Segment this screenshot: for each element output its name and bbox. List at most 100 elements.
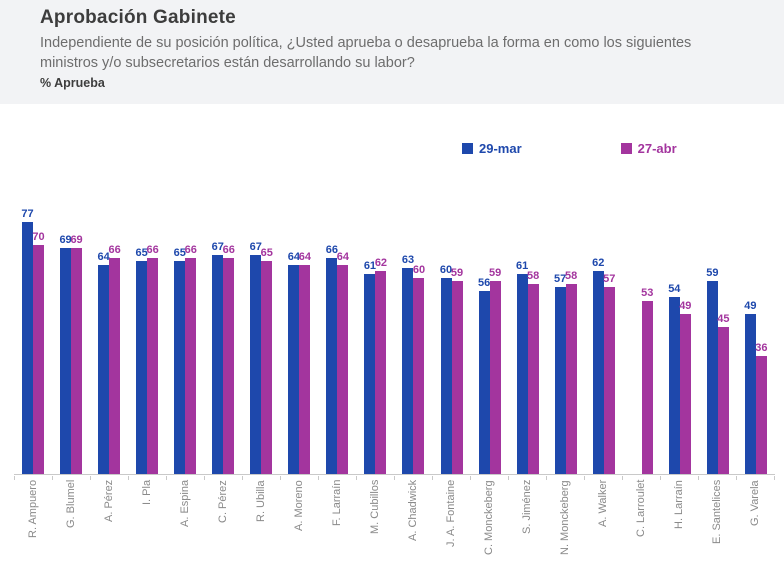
category-label: R. Ampuero (26, 480, 39, 539)
bar-group: 53 (623, 207, 661, 474)
category-label: E. Santelices (711, 480, 724, 545)
category-label: R. Ubilla (254, 480, 267, 522)
chart-legend: 29-mar 27-abr (462, 141, 677, 156)
bar-29-mar: 62 (592, 257, 604, 474)
bar-29-mar: 67 (250, 241, 262, 474)
x-axis-tick-cell: C. Monckeberg (471, 476, 510, 560)
x-axis-tick-cell: C. Larroulet (623, 476, 662, 560)
bar-29-mar: 61 (364, 260, 376, 474)
bar-group: 61 62 (356, 207, 394, 474)
bar-group: 54 49 (661, 207, 699, 474)
x-axis-tick-cell: A. Chadwick (394, 476, 434, 560)
bar-value-label: 66 (184, 244, 197, 256)
bar-27-abr: 58 (565, 270, 577, 474)
bar-27-abr: 49 (679, 300, 691, 474)
bar-group: 61 58 (509, 207, 547, 474)
x-axis-tick-cell: G. Blumel (52, 476, 91, 560)
bar-29-mar: 66 (326, 244, 338, 474)
bar-group: 64 64 (280, 207, 318, 474)
category-label: N. Monckeberg (559, 480, 572, 555)
bar-value-label: 62 (592, 257, 605, 269)
bar-27-abr: 45 (717, 313, 729, 474)
bar-27-abr: 66 (223, 244, 235, 474)
plot-area: 77 70 69 69 64 66 65 66 65 66 67 66 67 65 64 64 66 64 61 62… (14, 207, 775, 475)
legend-item-27abr: 27-abr (620, 141, 677, 156)
legend-label: 27-abr (637, 141, 677, 156)
x-axis-tick-cell: F. Larraín (318, 476, 357, 560)
bar-value-label: 59 (488, 267, 502, 279)
metric-label: % Aprueba (40, 75, 105, 90)
bar-value-label: 54 (668, 283, 681, 295)
category-label: C. Monckeberg (483, 480, 496, 555)
bar-value-label: 61 (363, 260, 377, 272)
bar-value-label: 64 (336, 251, 350, 263)
legend-item-29mar: 29-mar (462, 141, 522, 156)
bar-27-abr: 66 (185, 244, 197, 474)
bar-group: 60 59 (433, 207, 471, 474)
bar-value-label: 59 (706, 267, 719, 279)
bar-value-label: 65 (135, 247, 148, 259)
bar-value-label: 61 (516, 260, 529, 272)
bar-group: 67 66 (204, 207, 242, 474)
x-axis-labels: R. Ampuero G. Blumel A. Pérez I. Pla A. Espi… (13, 476, 776, 560)
bar-value-label: 60 (412, 264, 426, 276)
category-label: C. Pérez (216, 480, 229, 523)
category-label: G. Varela (749, 480, 762, 526)
x-axis-tick-cell: E. Santelices (699, 476, 738, 560)
bar-value-label: 66 (222, 244, 235, 256)
bar-group: 67 65 (242, 207, 280, 474)
bar-27-abr: 57 (603, 273, 615, 474)
x-axis-tick-cell: R. Ampuero (13, 476, 53, 560)
bar-group: 59 45 (699, 207, 737, 474)
bar-29-mar: 61 (516, 260, 528, 474)
bar-29-mar: 64 (288, 251, 300, 474)
bar-27-abr: 36 (755, 342, 768, 474)
x-axis-tick-cell: A. Espina (166, 476, 205, 560)
bar-29-mar: 49 (744, 300, 757, 474)
bar-29-mar: 77 (21, 208, 34, 474)
x-axis-tick-cell: G. Varela (737, 476, 776, 560)
category-label: C. Larroulet (635, 480, 648, 538)
x-axis-tick-cell: M. Cubillos (356, 476, 396, 560)
bar-27-abr: 69 (70, 234, 83, 474)
bar-value-label: 53 (641, 287, 654, 299)
x-axis-tick-cell: H. Larraín (661, 476, 700, 560)
bar-group: 66 64 (318, 207, 356, 474)
bar-29-mar: 67 (212, 241, 224, 474)
bar-value-label: 57 (603, 273, 616, 285)
bar-value-label: 49 (679, 300, 692, 312)
bar-29-mar: 54 (668, 283, 680, 474)
category-label: A. Espina (178, 480, 191, 528)
category-label: A. Chadwick (406, 480, 419, 542)
chart-title: Aprobación Gabinete (40, 7, 236, 28)
bar-group: 64 66 (90, 207, 128, 474)
bar-value-label: 65 (260, 247, 273, 259)
bar-27-abr: 64 (337, 251, 349, 474)
bar-value-label: 49 (744, 300, 757, 312)
category-label: I. Pla (140, 480, 153, 506)
category-label: A. Walker (597, 480, 610, 528)
bar-value-label: 57 (554, 273, 567, 285)
category-label: H. Larraín (673, 480, 686, 529)
bar-value-label: 59 (450, 267, 464, 279)
x-axis-tick-cell: A. Walker (585, 476, 624, 560)
category-label: A. Pérez (102, 480, 115, 523)
bar-27-abr: 60 (413, 264, 425, 474)
category-label: F. Larraín (330, 480, 343, 527)
bar-27-abr: 59 (451, 267, 463, 474)
bar-group: 56 59 (471, 207, 509, 474)
x-axis-tick-cell: A. Moreno (280, 476, 319, 560)
bar-value-label: 58 (527, 270, 540, 282)
category-label: A. Moreno (292, 480, 305, 531)
bar-value-label: 70 (32, 231, 45, 243)
bar-value-label: 64 (287, 251, 300, 263)
bar-value-label: 66 (146, 244, 159, 256)
bar-group: 62 57 (585, 207, 623, 474)
bar-value-label: 64 (298, 251, 311, 263)
bar-27-abr: 58 (527, 270, 539, 474)
bar-value-label: 69 (70, 234, 83, 246)
bar-value-label: 65 (173, 247, 186, 259)
category-label: J. A. Fontaine (445, 480, 458, 548)
bar-value-label: 56 (477, 277, 491, 289)
bar-value-label: 36 (755, 342, 768, 354)
